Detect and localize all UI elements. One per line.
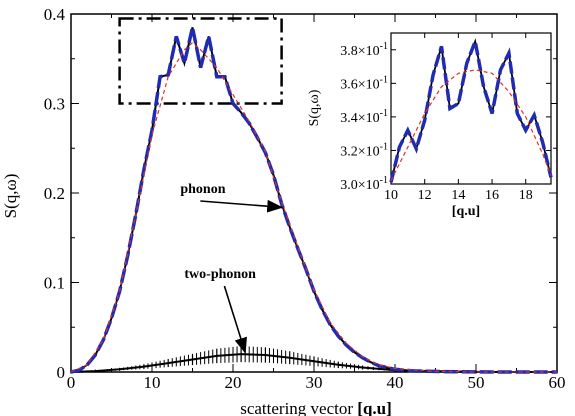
inset-frame (390, 32, 552, 185)
x-tick-label: 50 (468, 373, 485, 392)
inset-x-tick-label: 16 (485, 188, 499, 203)
main-annotations: phonon two-phonon (180, 182, 284, 354)
inset-x-tick-label: 18 (519, 188, 533, 203)
y-tick-label: 0.2 (44, 184, 65, 203)
x-tick-label: 10 (144, 373, 161, 392)
inset-series-group (389, 34, 553, 183)
main-y-axis-title: S(q,ω) (1, 174, 20, 219)
inset-background (391, 33, 551, 184)
x-tick-label: 60 (549, 373, 566, 392)
dash-dot-box (118, 17, 283, 105)
x-tick-label: 20 (225, 373, 242, 392)
inset-y-axis-title: S(q,ω) (307, 89, 322, 126)
inset-axis-ticks: 10 12 14 16 18 3.0×10-1 3.2×10-1 3.4×10-1 3.6×10… (340, 33, 551, 203)
x-tick-label: 40 (387, 373, 404, 392)
inset-x-axis-title: [q.u] (452, 204, 480, 219)
main-x-axis-title: scattering vector [q.u] (240, 399, 392, 416)
main-axis-ticks: 0 10 20 30 40 50 60 0 0.1 0.2 0.3 0.4 (44, 5, 566, 392)
inset-x-tick-label: 12 (418, 188, 432, 203)
highlight-box (118, 17, 283, 105)
y-tick-label: 0.4 (44, 5, 66, 24)
inset-x-tick-label: 14 (451, 188, 465, 203)
inset-one-phonon-dashed-line (389, 34, 553, 183)
annotation-arrow (200, 199, 284, 213)
x-tick-label: 30 (306, 373, 323, 392)
y-tick-label: 0.3 (44, 95, 65, 114)
inset-fit-line (390, 69, 552, 181)
y-tick-label: 0 (57, 363, 66, 382)
inset-x-tick-label: 10 (384, 188, 398, 203)
inset-y-tick-label: 3.6×10-1 (340, 74, 388, 92)
annotation-label: two-phonon (184, 267, 256, 282)
inset-plot: 10 12 14 16 18 3.0×10-1 3.2×10-1 3.4×10-1 3.6×10… (307, 32, 553, 219)
annotation-label: phonon (180, 182, 225, 197)
inset-y-tick-label: 3.8×10-1 (340, 41, 388, 59)
inset-y-tick-label: 3.0×10-1 (340, 175, 388, 193)
fit-line (70, 41, 557, 373)
main-series-group (70, 27, 558, 374)
x-tick-label: 0 (67, 373, 76, 392)
y-tick-label: 0.1 (44, 274, 65, 293)
inset-y-tick-label: 3.4×10-1 (340, 108, 388, 126)
main-plot: 0 10 20 30 40 50 60 0 0.1 0.2 0.3 0.4 phonon two-pho… (1, 5, 566, 416)
annotation-arrow (223, 285, 247, 354)
inset-y-tick-label: 3.2×10-1 (340, 141, 388, 159)
